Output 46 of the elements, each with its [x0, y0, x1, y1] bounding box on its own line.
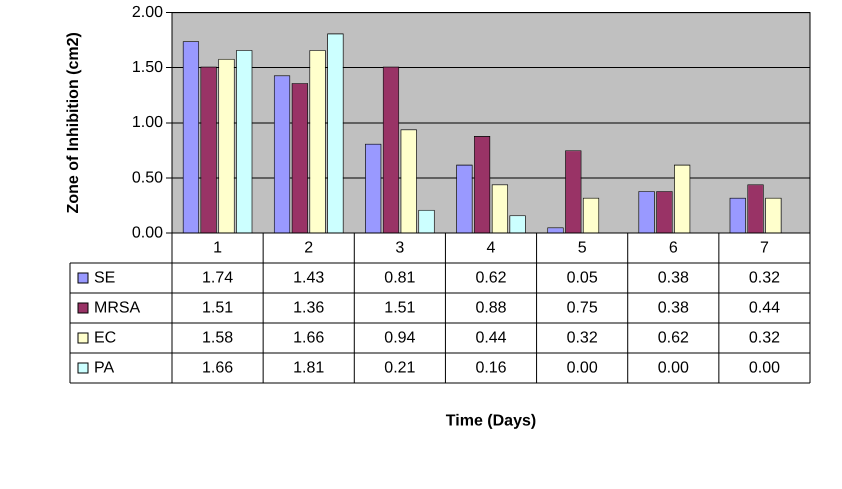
data-label: 1.66: [293, 329, 324, 346]
data-label: 0.88: [475, 299, 507, 316]
data-label: 1.51: [202, 299, 234, 316]
data-label: 1.81: [293, 359, 324, 376]
data-label: 0.44: [748, 299, 780, 316]
data-label: 0.94: [384, 329, 416, 346]
data-label: 0.32: [748, 329, 780, 346]
data-label: 0.38: [658, 269, 689, 286]
data-label: 0.62: [475, 269, 507, 286]
y-axis-title: Zone of Inhibition (cm2): [65, 32, 82, 214]
data-label: 0.75: [566, 299, 598, 316]
x-tick-label: 7: [760, 239, 769, 256]
x-tick-label: 1: [213, 239, 222, 256]
data-label: 1.51: [384, 299, 416, 316]
data-label: 0.32: [748, 269, 780, 286]
data-label: 0.00: [658, 359, 689, 376]
legend-label: PA: [94, 359, 114, 376]
legend-label: SE: [94, 269, 116, 286]
x-tick-label: 5: [578, 239, 587, 256]
data-label: 0.21: [384, 359, 416, 376]
y-tick-label: 0.00: [132, 224, 164, 242]
x-tick-label: 4: [486, 239, 496, 256]
data-label: 1.74: [202, 269, 234, 286]
legend-label: MRSA: [94, 299, 141, 316]
data-label: 1.66: [202, 359, 234, 376]
x-tick-label: 2: [304, 239, 314, 256]
data-label: 1.58: [202, 329, 234, 346]
data-label: 0.44: [475, 329, 507, 346]
data-label: 0.32: [566, 329, 598, 346]
data-label: 0.00: [566, 359, 598, 376]
x-tick-label: 6: [668, 239, 678, 256]
data-label: 0.05: [566, 269, 598, 286]
y-tick-label: 1.50: [132, 59, 164, 76]
y-tick-label: 2.00: [132, 4, 164, 22]
y-tick-label: 1.00: [132, 114, 164, 132]
data-label: 0.00: [748, 359, 780, 376]
legend-label: EC: [94, 329, 116, 346]
data-label: 0.62: [658, 329, 689, 346]
data-label: 0.16: [475, 359, 507, 376]
data-label: 1.36: [293, 299, 324, 316]
data-label: 1.43: [293, 269, 324, 286]
x-tick-label: 3: [395, 239, 404, 256]
text: Time (Days): [446, 412, 536, 430]
y-tick-label: 0.50: [132, 169, 164, 186]
data-label: 0.38: [658, 299, 689, 316]
data-label: 0.81: [384, 269, 416, 286]
